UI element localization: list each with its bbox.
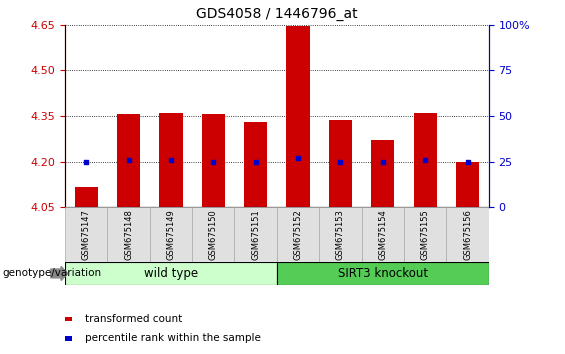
Text: percentile rank within the sample: percentile rank within the sample (85, 333, 260, 343)
Bar (117, 114, 140, 207)
Bar (286, 26, 310, 207)
Bar (65, 207, 107, 262)
Point (463, 159, 472, 164)
Point (124, 157, 133, 162)
Point (294, 155, 303, 161)
Bar (202, 114, 225, 207)
Bar (414, 113, 437, 207)
Bar (371, 140, 394, 207)
Text: transformed count: transformed count (85, 314, 182, 324)
Point (167, 157, 176, 162)
Text: wild type: wild type (144, 267, 198, 280)
Point (336, 159, 345, 164)
Text: genotype/variation: genotype/variation (3, 268, 102, 279)
Text: GSM675151: GSM675151 (251, 209, 260, 260)
Text: GSM675148: GSM675148 (124, 209, 133, 260)
Point (379, 159, 388, 164)
Text: GSM675149: GSM675149 (167, 209, 175, 260)
Bar (446, 207, 489, 262)
Bar (107, 207, 150, 262)
Text: GSM675150: GSM675150 (209, 209, 218, 260)
Point (209, 159, 218, 164)
Bar (192, 207, 234, 262)
Text: GSM675153: GSM675153 (336, 209, 345, 260)
Bar (456, 161, 479, 207)
Text: GSM675154: GSM675154 (379, 209, 387, 260)
Bar (75, 187, 98, 207)
Point (251, 159, 260, 164)
Text: GSM675155: GSM675155 (421, 209, 429, 260)
Text: GSM675156: GSM675156 (463, 209, 472, 260)
Point (82, 159, 91, 164)
Bar (65, 262, 277, 285)
Bar (277, 207, 319, 262)
Bar (234, 207, 277, 262)
Bar (150, 207, 192, 262)
Text: GSM675147: GSM675147 (82, 209, 90, 260)
Bar (159, 113, 182, 207)
Text: GSM675152: GSM675152 (294, 209, 302, 260)
Bar (404, 207, 446, 262)
Bar (362, 207, 404, 262)
Bar (277, 262, 489, 285)
Bar (329, 120, 352, 207)
Point (420, 157, 430, 162)
Title: GDS4058 / 1446796_at: GDS4058 / 1446796_at (196, 7, 358, 21)
Bar (319, 207, 362, 262)
Text: SIRT3 knockout: SIRT3 knockout (338, 267, 428, 280)
Bar (244, 122, 267, 207)
